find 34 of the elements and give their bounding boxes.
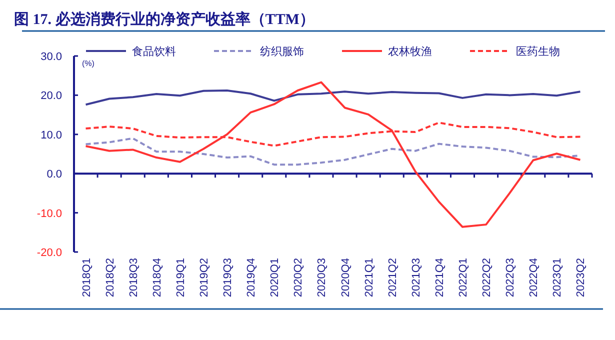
y-tick-label: 20.0 [40, 90, 62, 102]
x-tick-label: 2022Q3 [504, 258, 517, 298]
x-tick-label: 2018Q1 [80, 258, 93, 298]
x-tick-label: 2019Q1 [174, 258, 187, 298]
x-tick-label: 2019Q2 [198, 258, 210, 298]
legend-label: 医药生物 [516, 45, 560, 58]
x-tick-label: 2022Q2 [481, 258, 494, 298]
x-tick-label: 2019Q3 [222, 258, 234, 298]
x-tick-label: 2023Q1 [552, 258, 564, 298]
x-tick-label: 2021Q2 [386, 258, 399, 298]
y-tick-label: -10.0 [36, 208, 62, 220]
y-tick-label: 10.0 [40, 129, 62, 142]
y-tick-label: -20.0 [36, 247, 62, 259]
x-tick-label: 2023Q2 [575, 258, 588, 298]
x-tick-label: 2020Q2 [292, 258, 305, 298]
x-tick-label: 2021Q1 [363, 258, 376, 298]
x-tick-label: 2018Q4 [151, 258, 164, 298]
x-tick-label: 2021Q4 [434, 258, 446, 298]
x-tick-label: 2022Q4 [528, 258, 540, 298]
x-tick-label: 2018Q3 [128, 258, 140, 298]
x-tick-label: 2020Q3 [316, 258, 328, 298]
y-axis-title: (%) [82, 59, 95, 68]
x-tick-label: 2022Q1 [458, 258, 470, 298]
legend-label: 纺织服饰 [260, 45, 304, 58]
legend-label: 农林牧渔 [388, 45, 432, 58]
x-tick-label: 2020Q4 [340, 258, 352, 298]
x-tick-label: 2018Q2 [104, 258, 116, 298]
x-tick-label: 2020Q1 [269, 258, 282, 298]
y-tick-label: 0.0 [46, 168, 62, 181]
x-tick-label: 2019Q4 [246, 258, 258, 298]
x-tick-label: 2021Q3 [410, 258, 422, 298]
y-tick-label: 30.0 [40, 51, 62, 63]
legend-label: 食品饮料 [132, 45, 176, 58]
chart-title: 图 17. 必选消费行业的净资产收益率（TTM） [14, 10, 314, 28]
